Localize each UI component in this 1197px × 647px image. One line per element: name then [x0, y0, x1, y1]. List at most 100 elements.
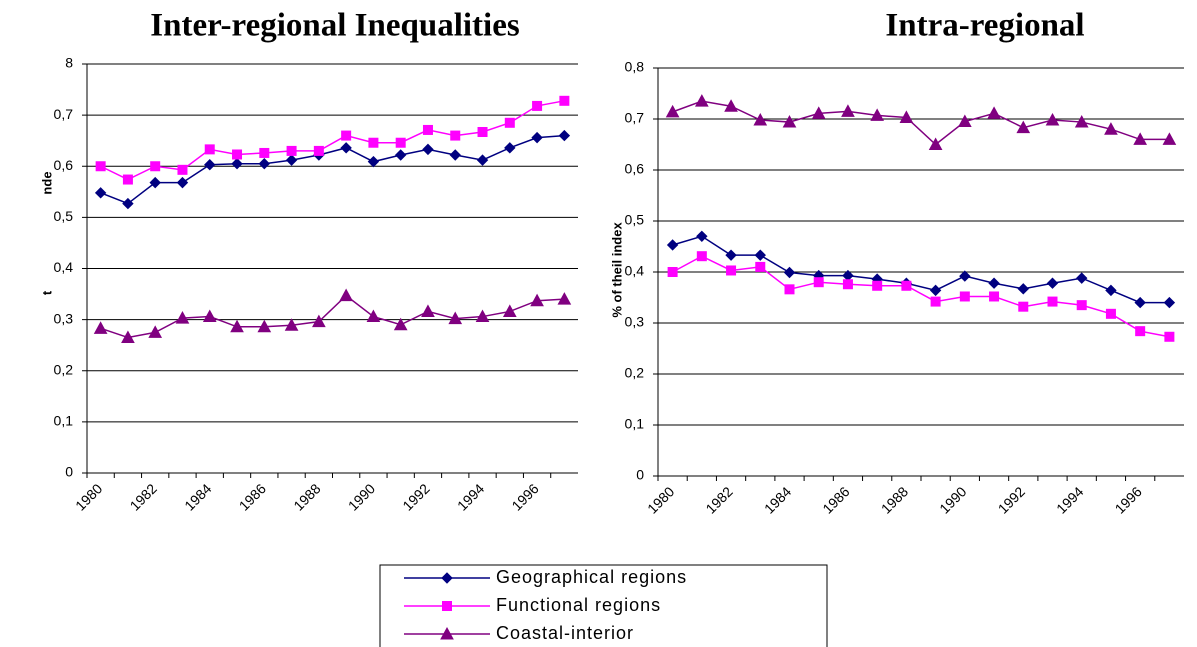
x-tick-label: 1994: [454, 480, 487, 513]
data-point: [989, 291, 1000, 302]
y-axis-label: nde: [39, 171, 54, 194]
series-line: [672, 235, 1170, 304]
data-point: [394, 149, 407, 161]
y-tick-label: 0: [636, 467, 644, 483]
data-point: [122, 197, 134, 210]
data-point: [1076, 272, 1088, 284]
data-point: [755, 261, 766, 272]
y-tick-label: 0,2: [625, 365, 645, 381]
y-tick-label: 0,7: [54, 106, 74, 122]
x-tick-label: 1990: [936, 483, 969, 516]
data-point: [95, 161, 106, 172]
data-point: [959, 270, 971, 282]
x-tick-label: 1982: [127, 480, 160, 513]
data-point: [558, 129, 571, 142]
legend-label: Geographical regions: [496, 567, 687, 587]
data-point: [1074, 115, 1089, 128]
legend-marker: [440, 626, 454, 640]
data-point: [93, 321, 108, 334]
series-line: [100, 294, 565, 339]
y-tick-label: 0,2: [54, 361, 74, 377]
data-point: [504, 117, 515, 128]
data-point: [811, 106, 826, 119]
data-point: [988, 277, 1000, 289]
data-point: [1104, 122, 1118, 135]
data-point: [784, 284, 795, 295]
x-tick-label: 1986: [236, 480, 269, 513]
data-point: [502, 304, 517, 317]
y-tick-label: 8: [65, 55, 73, 71]
data-point: [149, 176, 161, 189]
data-point: [284, 318, 299, 331]
x-tick-label: 1984: [181, 480, 214, 513]
x-tick-label: 1992: [995, 483, 1028, 516]
y-tick-label: 0,5: [54, 208, 74, 224]
series-line: [100, 134, 565, 205]
data-point: [1045, 112, 1060, 126]
data-point: [393, 317, 408, 331]
data-point: [1018, 301, 1029, 312]
data-point: [1046, 277, 1059, 289]
x-tick-label: 1994: [1053, 483, 1086, 516]
data-point: [531, 131, 543, 144]
data-point: [150, 161, 161, 172]
data-point: [339, 288, 353, 302]
y-tick-label: 0,3: [625, 314, 645, 330]
data-point: [813, 277, 824, 288]
data-point: [726, 265, 737, 276]
y-tick-label: 0,8: [625, 59, 645, 75]
data-point: [1105, 284, 1117, 297]
data-point: [559, 95, 570, 106]
data-point: [285, 154, 298, 166]
chart-title: Inter-regional Inequalities: [150, 8, 520, 44]
x-tick-label: 1988: [290, 480, 323, 513]
series-line: [100, 100, 565, 181]
data-point: [1047, 296, 1058, 307]
data-point: [530, 293, 544, 307]
data-point: [368, 137, 379, 148]
data-point: [841, 104, 855, 117]
y-axis-label: t: [39, 290, 54, 295]
data-point: [870, 108, 885, 121]
data-point: [901, 280, 912, 291]
data-point: [422, 124, 433, 135]
data-point: [1016, 120, 1031, 134]
data-point: [1163, 296, 1176, 309]
data-point: [421, 304, 435, 317]
data-point: [286, 145, 297, 156]
data-point: [366, 309, 381, 323]
data-point: [312, 314, 326, 328]
data-point: [148, 325, 163, 338]
data-point: [202, 309, 217, 323]
data-point: [1133, 132, 1148, 145]
data-point: [477, 126, 488, 137]
data-point: [313, 145, 324, 156]
data-point: [122, 174, 133, 185]
legend-marker: [442, 601, 452, 611]
x-tick-label: 1992: [399, 480, 432, 513]
data-point: [696, 251, 707, 262]
data-point: [475, 309, 490, 323]
data-point: [94, 187, 107, 199]
data-point: [1135, 326, 1146, 337]
x-tick-label: 1996: [1112, 483, 1145, 516]
data-point: [665, 104, 680, 118]
data-point: [340, 142, 352, 154]
y-tick-label: 0,5: [625, 212, 645, 228]
data-point: [1076, 300, 1087, 311]
data-point: [176, 176, 189, 189]
data-point: [257, 319, 272, 333]
data-point: [448, 311, 463, 325]
data-point: [395, 137, 406, 148]
series-line: [672, 100, 1170, 146]
data-point: [667, 267, 678, 277]
series-line: [672, 255, 1170, 338]
y-axis-label: % of theil index: [609, 222, 624, 318]
data-point: [1017, 283, 1029, 295]
x-tick-label: 1990: [345, 480, 378, 513]
data-point: [724, 99, 738, 112]
data-point: [782, 115, 797, 128]
data-point: [557, 292, 572, 305]
data-point: [422, 143, 434, 156]
